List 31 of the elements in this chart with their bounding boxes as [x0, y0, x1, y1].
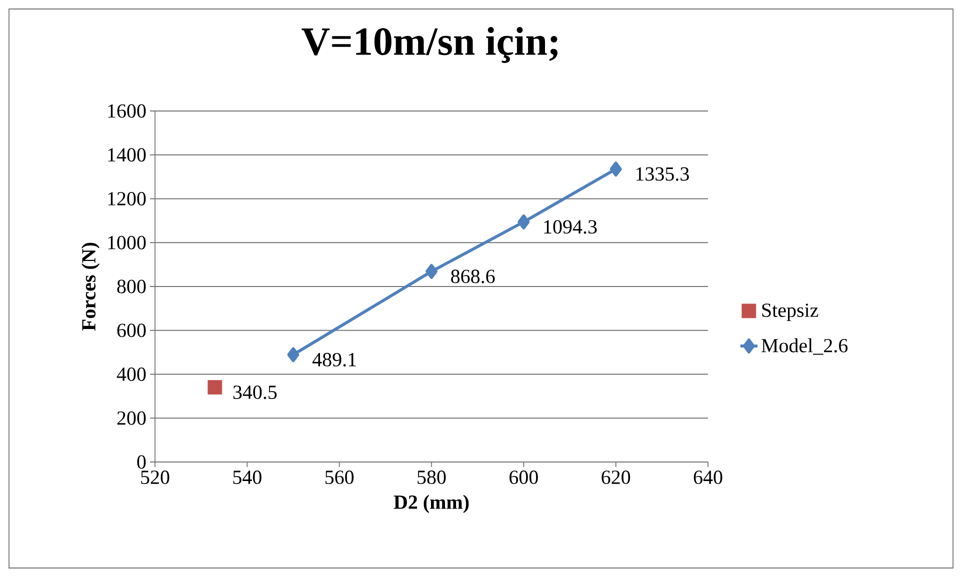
y-axis-title: Forces (N): [81, 242, 100, 331]
data-label: 868.6: [451, 270, 495, 284]
x-tick-label: 640: [694, 470, 722, 484]
legend-label: Stepsiz: [762, 304, 818, 322]
y-tick-label: 1600: [108, 104, 146, 118]
chart-title: V=10m/sn için;: [302, 27, 558, 63]
point: [208, 380, 222, 395]
point: [287, 347, 300, 362]
data-label: 340.5: [233, 386, 277, 400]
x-tick-label: 580: [418, 470, 446, 484]
point: [518, 214, 530, 230]
data-label: 1094.3: [544, 220, 597, 234]
legend-label: Model_2.6: [762, 338, 848, 355]
x-tick-label: 600: [510, 470, 538, 484]
y-tick-label: 200: [117, 411, 146, 425]
data-label: 489.1: [312, 352, 356, 366]
x-tick-label: 520: [141, 470, 170, 484]
y-tick-label: 1200: [108, 192, 146, 206]
x-tick-label: 620: [602, 470, 630, 484]
point: [426, 264, 438, 279]
y-tick-label: 0: [137, 455, 146, 469]
y-tick-label: 400: [116, 368, 146, 381]
y-tick-label: 1000: [108, 236, 146, 250]
x-axis-title: D2 (mm): [394, 494, 469, 514]
point: [610, 162, 622, 177]
y-tick-label: 600: [117, 324, 146, 338]
y-tick-label: 800: [117, 280, 146, 294]
y-tick-label: 1400: [108, 148, 146, 162]
x-tick-label: 540: [233, 470, 262, 484]
data-label: 1335.3: [636, 167, 689, 181]
x-tick-label: 560: [325, 470, 354, 484]
